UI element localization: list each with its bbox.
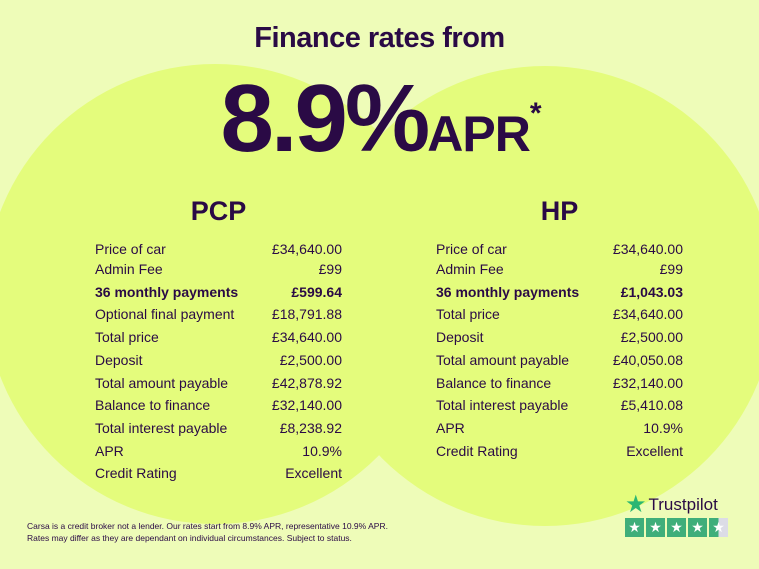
table-row: Admin Fee £99 xyxy=(436,258,683,281)
headline-subtitle: Finance rates from xyxy=(254,22,505,54)
rating-star-icon: ★ xyxy=(709,518,728,537)
row-label: Balance to finance xyxy=(95,397,211,414)
headline-rate: 8.9%APR* xyxy=(0,64,759,174)
row-value: 10.9% xyxy=(302,442,342,459)
table-row: Total price £34,640.00 xyxy=(95,326,342,349)
table-row: Deposit £2,500.00 xyxy=(436,326,683,349)
table-row: Total interest payable £8,238.92 xyxy=(95,417,342,440)
row-value: £32,140.00 xyxy=(271,397,342,414)
row-value: £599.64 xyxy=(291,283,342,300)
star-icon: ★ xyxy=(625,491,647,518)
row-value: 10.9% xyxy=(643,419,683,436)
row-label: Price of car xyxy=(95,241,166,257)
row-label: APR xyxy=(95,442,124,459)
row-value: £99 xyxy=(318,261,342,277)
row-label: Credit Rating xyxy=(436,442,518,459)
disclaimer: Carsa is a credit broker not a lender. O… xyxy=(27,520,388,544)
row-label: 36 monthly payments xyxy=(436,283,580,300)
table-row: Optional final payment £18,791.88 xyxy=(95,303,342,326)
row-value: £2,500.00 xyxy=(279,351,342,368)
apr-label: APR xyxy=(427,106,531,162)
row-label: Total interest payable xyxy=(95,419,228,436)
table-row: Price of car £34,640.00 xyxy=(95,241,342,258)
row-value: £34,640.00 xyxy=(612,241,683,257)
pcp-title: PCP xyxy=(190,196,247,226)
pcp-table: PCP Price of car £34,640.00 Admin Fee £99 36… xyxy=(95,196,342,485)
table-row: Credit Rating Excellent xyxy=(95,462,342,485)
row-value: £2,500.00 xyxy=(620,329,683,346)
row-value: Excellent xyxy=(626,442,683,459)
row-value: £99 xyxy=(659,261,683,277)
row-value: £1,043.03 xyxy=(620,283,683,300)
disclaimer-line-2: Rates may differ as they are dependant o… xyxy=(27,533,352,543)
table-row: Admin Fee £99 xyxy=(95,258,342,281)
row-label: Price of car xyxy=(436,241,507,257)
rating-star-icon: ★ xyxy=(667,518,686,537)
disclaimer-line-1: Carsa is a credit broker not a lender. O… xyxy=(27,521,388,531)
trustpilot-badge[interactable]: ★ Trustpilot ★ ★ ★ ★ ★ xyxy=(625,491,728,537)
row-label: Deposit xyxy=(95,351,143,368)
row-label: Balance to finance xyxy=(436,374,552,391)
decorative-circle-right xyxy=(315,66,759,526)
row-label: Credit Rating xyxy=(95,465,177,482)
table-row: 36 monthly payments £1,043.03 xyxy=(436,281,683,304)
row-value: £18,791.88 xyxy=(271,306,342,323)
table-row: Deposit £2,500.00 xyxy=(95,349,342,372)
table-row: Credit Rating Excellent xyxy=(436,440,683,463)
rate-value: 8.9% xyxy=(220,65,430,172)
row-label: Total price xyxy=(95,329,159,346)
row-label: APR xyxy=(436,419,465,436)
row-label: Total amount payable xyxy=(95,374,229,391)
hp-title: HP xyxy=(540,196,579,226)
row-value: £34,640.00 xyxy=(271,329,342,346)
row-value: Excellent xyxy=(285,465,342,482)
row-label: Admin Fee xyxy=(95,261,163,277)
row-label: Total amount payable xyxy=(436,351,570,368)
row-value: £32,140.00 xyxy=(612,374,683,391)
row-label: 36 monthly payments xyxy=(95,283,239,300)
table-row: Balance to finance £32,140.00 xyxy=(436,372,683,395)
table-row: 36 monthly payments £599.64 xyxy=(95,281,342,304)
row-value: £40,050.08 xyxy=(612,351,683,368)
rating-star-icon: ★ xyxy=(625,518,644,537)
trustpilot-rating: ★ ★ ★ ★ ★ xyxy=(625,518,728,537)
table-row: Total interest payable £5,410.08 xyxy=(436,394,683,417)
row-label: Deposit xyxy=(436,329,484,346)
hp-table: HP Price of car £34,640.00 Admin Fee £99 36 … xyxy=(436,196,683,462)
row-value: £42,878.92 xyxy=(271,374,342,391)
asterisk: * xyxy=(529,97,542,130)
rating-star-icon: ★ xyxy=(688,518,707,537)
table-row: Price of car £34,640.00 xyxy=(436,241,683,258)
table-row: Total amount payable £42,878.92 xyxy=(95,372,342,395)
row-value: £34,640.00 xyxy=(271,241,342,257)
table-row: APR 10.9% xyxy=(95,440,342,463)
table-row: Total price £34,640.00 xyxy=(436,303,683,326)
table-row: Balance to finance £32,140.00 xyxy=(95,394,342,417)
row-label: Admin Fee xyxy=(436,261,504,277)
row-value: £5,410.08 xyxy=(620,397,683,414)
table-row: APR 10.9% xyxy=(436,417,683,440)
row-label: Optional final payment xyxy=(95,306,235,323)
rating-star-icon: ★ xyxy=(646,518,665,537)
row-value: £8,238.92 xyxy=(279,419,342,436)
table-row: Total amount payable £40,050.08 xyxy=(436,349,683,372)
row-label: Total price xyxy=(436,306,500,323)
row-value: £34,640.00 xyxy=(612,306,683,323)
trustpilot-label: Trustpilot xyxy=(648,495,718,514)
row-label: Total interest payable xyxy=(436,397,569,414)
